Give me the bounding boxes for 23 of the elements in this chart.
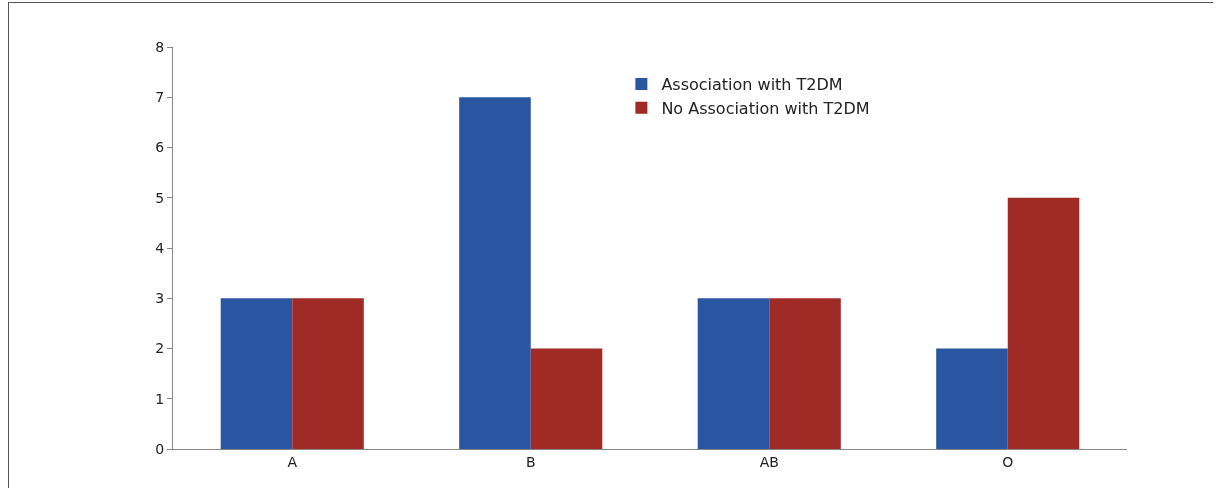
y-tick-label: 0 — [155, 440, 165, 457]
x-tick-label: A — [287, 453, 298, 470]
bar — [292, 298, 364, 449]
y-tick-label: 7 — [155, 89, 165, 106]
y-tick-label: 2 — [155, 340, 165, 357]
x-tick-label: AB — [759, 453, 779, 470]
bar — [530, 348, 603, 449]
y-tick-label: 1 — [155, 390, 165, 407]
bar — [769, 298, 841, 449]
legend-label: No Association with T2DM — [661, 99, 870, 119]
x-tick-label: O — [1002, 453, 1014, 470]
y-tick-label: 6 — [155, 139, 165, 156]
y-tick-label: 4 — [155, 239, 165, 256]
bar — [936, 348, 1008, 449]
bar — [220, 298, 293, 449]
bar — [697, 298, 770, 449]
y-tick-label: 8 — [155, 38, 165, 55]
bar — [459, 97, 531, 449]
legend-label: Association with T2DM — [661, 75, 843, 95]
bar — [1007, 197, 1080, 449]
y-tick-label: 3 — [155, 290, 165, 307]
y-tick-label: 5 — [155, 189, 165, 206]
x-tick-label: B — [525, 453, 536, 470]
